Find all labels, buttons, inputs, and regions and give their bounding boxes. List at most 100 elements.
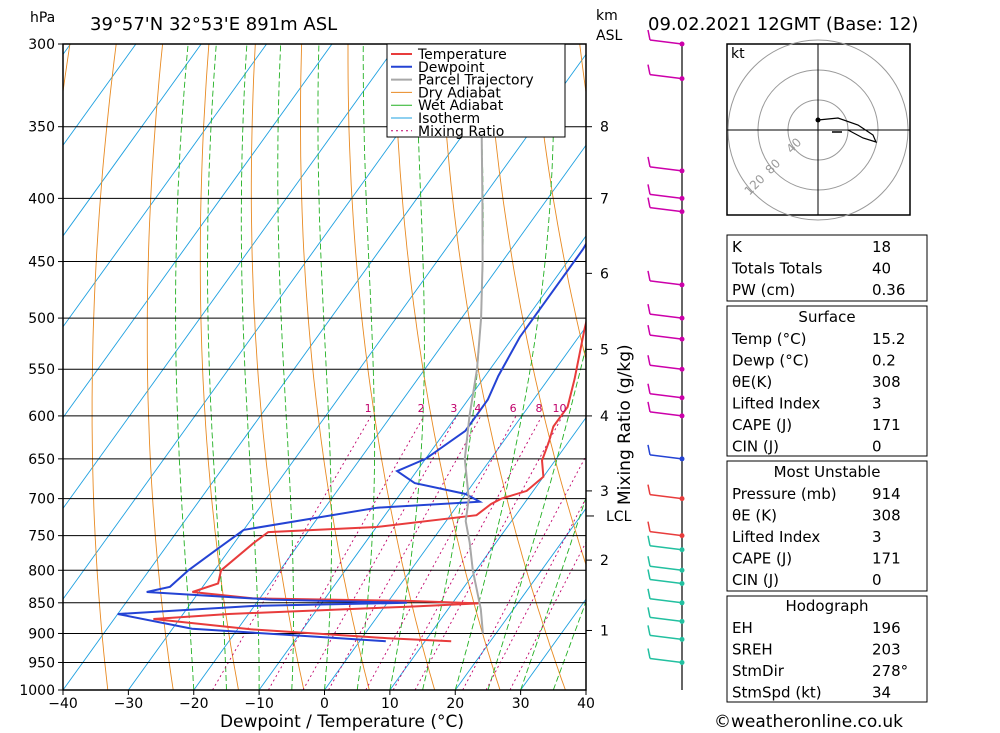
wind-barb-dot	[679, 366, 685, 372]
wind-barb-flag	[647, 197, 651, 208]
wind-barb	[649, 334, 683, 340]
most-unstable-label: CAPE (J)	[732, 550, 792, 568]
pressure-tick-label: 950	[28, 655, 55, 671]
hodograph-stats-box	[726, 595, 928, 703]
wind-barb	[649, 493, 683, 500]
temperature-tick-label: 20	[446, 696, 464, 712]
mixing-ratio-line	[268, 415, 425, 690]
wind-barb-dot	[679, 533, 685, 539]
mixing-ratio-label: 8	[535, 402, 542, 415]
isotherm-line	[193, 144, 586, 690]
isotherm-line	[63, 44, 529, 690]
x-axis-title: Dewpoint / Temperature (°C)	[220, 712, 464, 732]
pressure-tick-label: 800	[28, 563, 55, 579]
wind-barb-dot	[679, 567, 685, 573]
pressure-tick-label: 300	[28, 37, 55, 53]
wind-barb-flag	[647, 29, 651, 41]
most-unstable-label: CIN (J)	[732, 571, 779, 589]
surface-title: Surface	[798, 308, 855, 326]
legend-label: Temperature	[417, 47, 507, 63]
pressure-tick-label: 750	[28, 529, 55, 545]
temperature-tick-label: 40	[577, 696, 595, 712]
hodograph-unit: kt	[731, 46, 745, 62]
wind-barb	[649, 73, 683, 80]
hodograph-stat-label: EH	[732, 619, 753, 637]
asl-unit-label: ASL	[596, 28, 622, 44]
dry-adiabat-line	[486, 44, 586, 567]
pressure-tick-label: 850	[28, 596, 55, 612]
wind-barb-dot	[679, 547, 685, 553]
most-unstable-value: 171	[872, 550, 901, 568]
wind-barb	[649, 598, 683, 604]
wind-barb-dot	[679, 636, 685, 642]
mixing-ratio-label: 3	[450, 402, 457, 415]
index-label: K	[732, 238, 743, 256]
surface-label: CAPE (J)	[732, 416, 792, 434]
wind-barb-dot	[679, 168, 685, 174]
wind-barb-dot	[679, 659, 685, 665]
most-unstable-box	[726, 460, 928, 592]
wind-barb-flag	[647, 484, 651, 495]
mixing-ratio-label: 4	[474, 402, 481, 415]
wind-barb	[649, 206, 683, 213]
surface-value: 0.2	[872, 352, 896, 370]
wind-barb	[649, 411, 683, 417]
datetime-title: 09.02.2021 12GMT (Base: 12)	[648, 14, 918, 35]
hodograph-start-dot	[815, 117, 821, 123]
isotherm-line	[63, 44, 137, 147]
wet-adiabat-line	[240, 44, 260, 690]
hodograph-stat-value: 203	[872, 641, 901, 659]
hodograph-stat-value: 34	[872, 684, 891, 702]
wind-barb	[649, 392, 683, 399]
isotherm-line	[324, 326, 586, 690]
mixing-ratio-line	[509, 541, 586, 690]
wind-barb-flag	[647, 355, 651, 366]
legend-label: Dry Adiabat	[418, 85, 501, 101]
hpa-unit-label: hPa	[30, 10, 55, 26]
wind-barb-flag	[647, 569, 651, 580]
pressure-tick-label: 500	[28, 311, 55, 327]
mixing-ratio-line	[328, 415, 482, 690]
wet-adiabat-line	[487, 345, 586, 690]
wind-barb-flag	[647, 303, 651, 315]
isotherm-line	[63, 44, 398, 510]
hodograph-stat-label: StmDir	[732, 662, 785, 680]
km-unit-label: km	[596, 8, 618, 24]
wind-barb	[649, 657, 683, 664]
index-label: Totals Totals	[731, 260, 823, 278]
wet-adiabat-line	[454, 44, 555, 690]
most-unstable-label: θE (K)	[732, 507, 777, 525]
wind-barb-flag	[647, 156, 651, 167]
legend-label: Wet Adiabat	[418, 98, 504, 114]
wind-barb	[649, 313, 683, 319]
dry-adiabat-line	[951, 44, 1000, 690]
wet-adiabat-line	[317, 44, 332, 690]
wind-barb	[649, 578, 683, 585]
surface-value: 171	[872, 416, 901, 434]
surface-value: 15.2	[872, 330, 905, 348]
mixing-ratio-axis-title: Mixing Ratio (g/kg)	[615, 344, 635, 505]
surface-label: Lifted Index	[732, 395, 820, 413]
most-unstable-title: Most Unstable	[774, 463, 881, 481]
pressure-tick-label: 700	[28, 492, 55, 508]
wind-barb-dot	[679, 395, 685, 401]
wind-barb-dot	[679, 456, 685, 462]
hodograph-stat-value: 196	[872, 619, 901, 637]
wind-barb-flag	[647, 383, 651, 394]
index-value: 0.36	[872, 281, 905, 299]
wind-barb	[649, 166, 683, 172]
wind-barb-flag	[647, 648, 651, 659]
dry-adiabat-line	[91, 44, 117, 690]
wet-adiabat-line	[389, 44, 425, 690]
mixing-ratio-label: 10	[553, 402, 567, 415]
wind-barb-flag	[647, 625, 651, 636]
wind-barb-flag	[647, 324, 651, 336]
legend-label: Parcel Trajectory	[418, 73, 534, 89]
isotherm-line	[63, 44, 333, 419]
height-tick-label: 6	[600, 266, 609, 282]
indices-box	[726, 234, 928, 302]
most-unstable-value: 0	[872, 571, 882, 589]
wind-barb	[649, 39, 683, 45]
isotherm-line	[63, 44, 202, 237]
isotherm-line	[128, 53, 586, 690]
